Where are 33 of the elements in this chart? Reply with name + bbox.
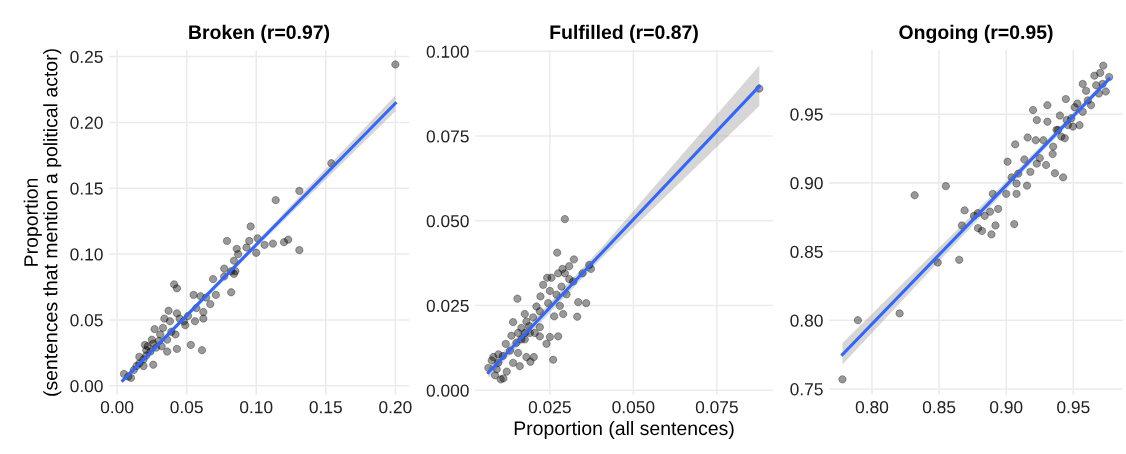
x-tick-label: 0.95 (1057, 401, 1090, 414)
y-axis-title: Proportion (sentences that mention a political actor) (23, 49, 62, 396)
y-tick-label: 0.80 (790, 314, 823, 327)
x-axis-title: Proportion (all sentences) (514, 420, 734, 440)
y-tick-label: 0.00 (70, 379, 103, 393)
chart-title: Ongoing (r=0.95) (899, 24, 1053, 44)
x-tick-label: 0.15 (309, 401, 342, 414)
y-tick-label: 0.95 (790, 108, 823, 121)
x-tick-label: 0.80 (855, 401, 889, 414)
x-tick-label: 0.075 (695, 401, 738, 414)
x-tick-label: 0.10 (240, 401, 273, 414)
x-tick-label: 0.05 (170, 401, 203, 414)
x-tick-label: 0.85 (922, 401, 956, 414)
x-tick-label: 0.050 (612, 401, 655, 414)
x-tick-label: 0.00 (100, 401, 134, 414)
y-tick-label: 0.000 (426, 384, 469, 397)
y-tick-label: 0.100 (426, 45, 469, 58)
chart-title: Fulfilled (r=0.87) (550, 24, 698, 43)
y-tick-label: 0.20 (70, 116, 103, 129)
y-tick-label: 0.05 (70, 314, 103, 327)
y-tick-label: 0.85 (790, 245, 823, 259)
chart-title: Broken (r=0.97) (189, 24, 330, 43)
x-tick-label: 0.90 (989, 401, 1023, 414)
y-tick-label: 0.15 (70, 182, 103, 195)
y-tick-label: 0.050 (426, 214, 469, 228)
y-tick-label: 0.025 (426, 299, 469, 312)
y-tick-label: 0.10 (70, 248, 103, 261)
y-tick-label: 0.075 (426, 130, 469, 143)
x-tick-label: 0.20 (379, 401, 412, 414)
y-tick-label: 0.75 (790, 383, 823, 396)
x-tick-label: 0.025 (528, 401, 571, 414)
y-tick-label: 0.90 (790, 177, 823, 190)
y-tick-label: 0.25 (70, 50, 103, 64)
